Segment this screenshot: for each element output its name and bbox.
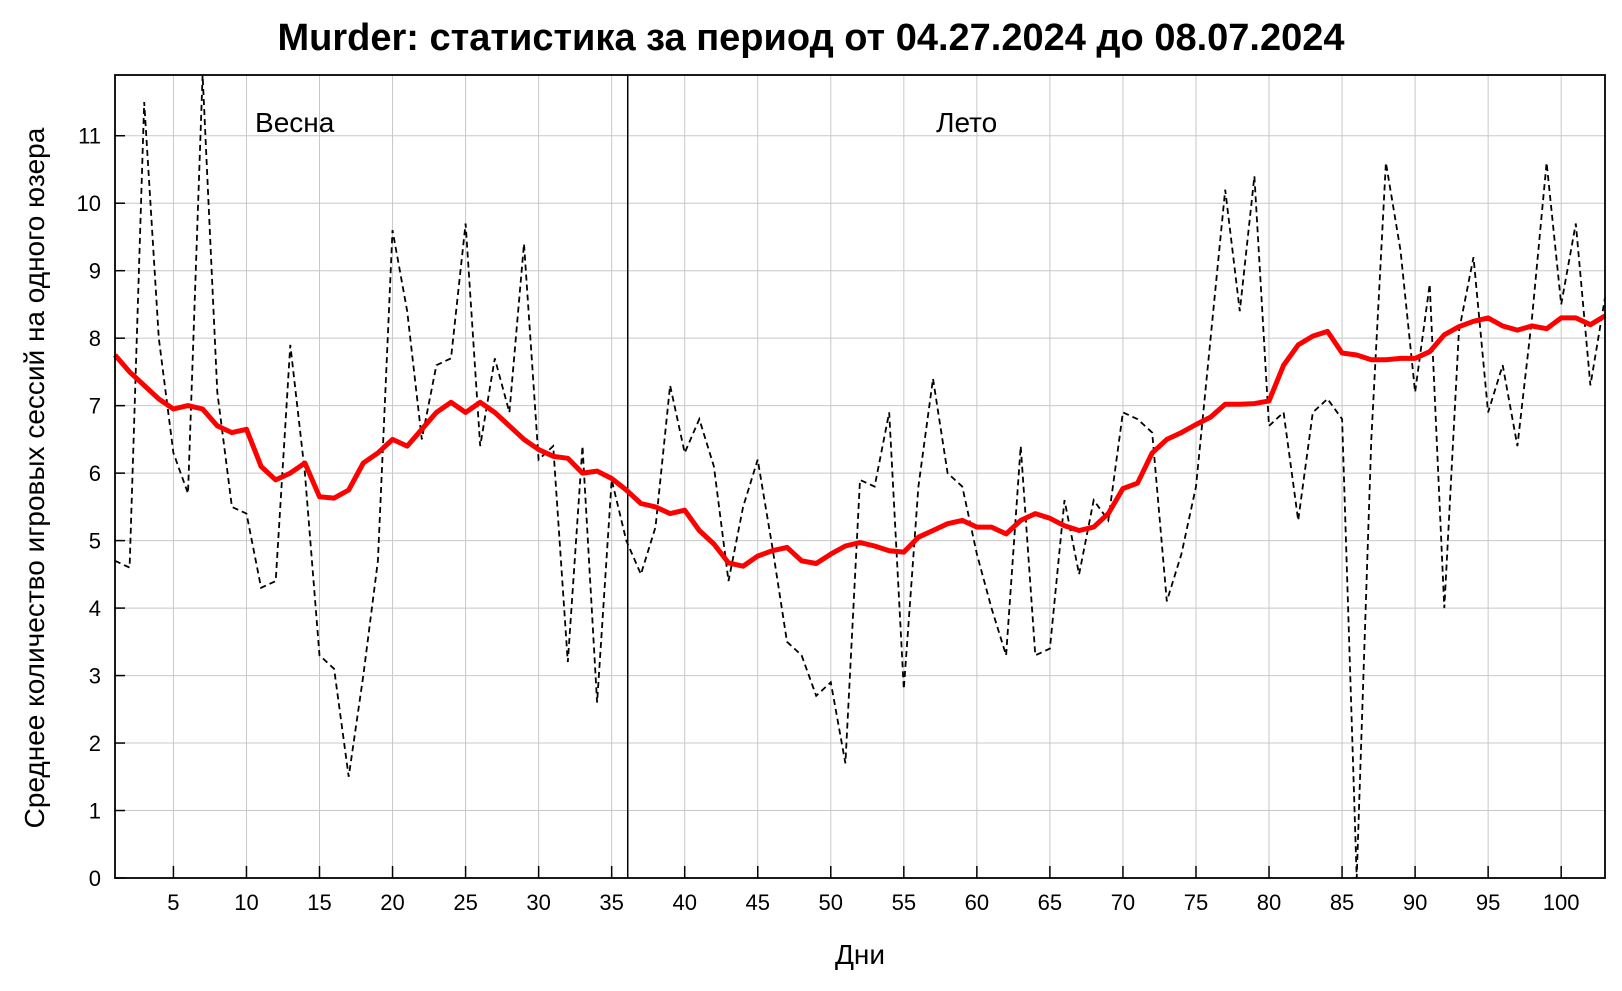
grid bbox=[115, 75, 1605, 879]
y-tick-label: 7 bbox=[89, 394, 101, 419]
y-tick-label: 10 bbox=[77, 191, 101, 216]
x-tick-label: 70 bbox=[1111, 890, 1135, 915]
annotation-summer: Лето bbox=[936, 107, 997, 138]
x-tick-label: 25 bbox=[453, 890, 477, 915]
y-tick-label: 8 bbox=[89, 326, 101, 351]
y-tick-label: 11 bbox=[78, 124, 101, 149]
x-tick-label: 55 bbox=[892, 890, 916, 915]
y-tick-label: 6 bbox=[89, 461, 101, 486]
y-tick-label: 0 bbox=[89, 866, 101, 891]
x-tick-label: 45 bbox=[746, 890, 770, 915]
y-tick-label: 3 bbox=[89, 664, 101, 689]
x-tick-label: 20 bbox=[380, 890, 404, 915]
x-tick-label: 35 bbox=[599, 890, 623, 915]
x-tick-label: 60 bbox=[965, 890, 989, 915]
x-tick-label: 95 bbox=[1476, 890, 1500, 915]
series-moving-average-line bbox=[113, 313, 1607, 569]
x-tick-label: 40 bbox=[672, 890, 696, 915]
x-tick-label: 5 bbox=[167, 890, 179, 915]
x-tick-label: 15 bbox=[307, 890, 331, 915]
x-tick-label: 75 bbox=[1184, 890, 1208, 915]
y-axis-label: Среднее количество игровых сессий на одн… bbox=[19, 127, 50, 828]
x-tick-label: 50 bbox=[819, 890, 843, 915]
y-tick-label: 4 bbox=[89, 596, 101, 621]
plot-frame bbox=[114, 74, 1606, 879]
x-axis-label: Дни bbox=[835, 939, 885, 970]
x-tick-label: 100 bbox=[1543, 890, 1580, 915]
chart-title: Murder: статистика за период от 04.27.20… bbox=[277, 17, 1344, 59]
x-tick-label: 30 bbox=[526, 890, 550, 915]
x-tick-label: 10 bbox=[234, 890, 258, 915]
y-tick-label: 2 bbox=[89, 731, 101, 756]
x-tick-label: 85 bbox=[1330, 890, 1354, 915]
x-tick-label: 90 bbox=[1403, 890, 1427, 915]
x-tick-labels: 5 10 15 20 25 30 35 40 45 50 55 60 65 70 75 80 85 90 95 100 bbox=[167, 890, 1579, 915]
annotation-spring: Весна bbox=[255, 107, 335, 138]
y-tick-labels: 0 1 2 3 4 5 6 7 8 9 10 11 bbox=[77, 124, 101, 891]
y-tick-label: 5 bbox=[89, 529, 101, 554]
y-tick-label: 1 bbox=[89, 799, 101, 824]
tick-marks bbox=[115, 134, 1562, 879]
y-tick-label: 9 bbox=[89, 259, 101, 284]
series-daily-line bbox=[114, 74, 1606, 879]
x-tick-label: 80 bbox=[1257, 890, 1281, 915]
x-tick-label: 65 bbox=[1038, 890, 1062, 915]
